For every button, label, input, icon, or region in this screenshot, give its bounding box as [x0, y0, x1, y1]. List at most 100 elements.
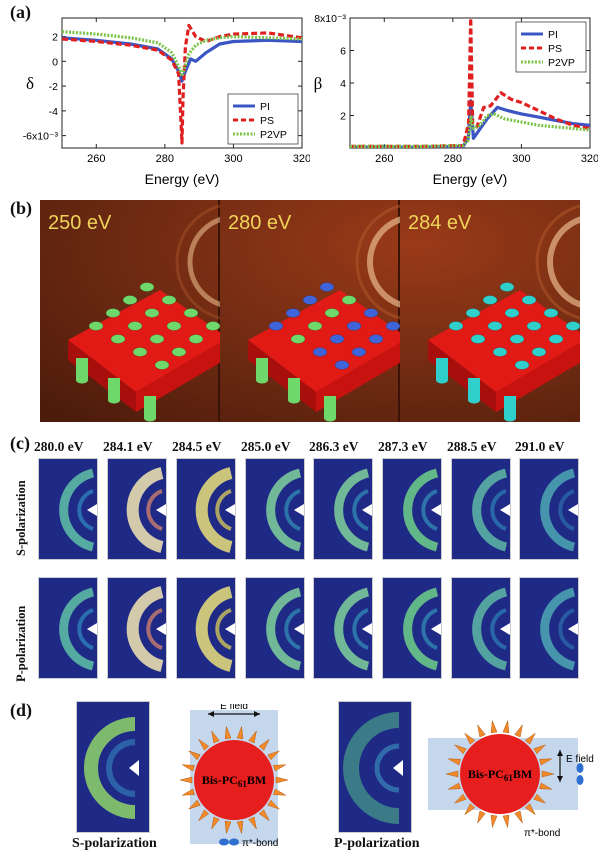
- side-chain: [502, 720, 510, 734]
- s-pattern-7: [519, 458, 579, 560]
- beamstop: [225, 623, 235, 635]
- polymer-matrix-front: [496, 342, 580, 412]
- scattering-inner-ring: [352, 489, 369, 531]
- scattering-ring: [266, 587, 302, 671]
- p-pattern-5: [382, 577, 442, 679]
- pattern-render: [452, 578, 510, 678]
- p-pattern-3: [245, 577, 305, 679]
- s-pattern-6: [451, 458, 511, 560]
- scattering-ring: [195, 467, 233, 553]
- cylinder-domain: [319, 282, 335, 292]
- cylinder-domain: [341, 295, 357, 305]
- side-chain: [273, 764, 286, 772]
- scattering-inner-ring: [146, 608, 163, 650]
- side-chain: [224, 820, 232, 834]
- side-chain: [273, 788, 286, 796]
- side-chain: [448, 758, 461, 766]
- scattering-ring: [540, 587, 576, 671]
- pattern-render: [108, 578, 166, 678]
- pattern-render: [108, 459, 166, 559]
- p-pattern-1: [107, 577, 167, 679]
- beamstop: [362, 504, 372, 516]
- cylinder-pillar: [108, 378, 120, 400]
- scattering-inner-ring: [284, 608, 301, 650]
- cylinder-pillar-base: [436, 376, 448, 384]
- cylinder-domain: [482, 295, 498, 305]
- pattern-render: [520, 578, 578, 678]
- cylinder-domain: [465, 308, 481, 318]
- p-pattern-6: [451, 577, 511, 679]
- y-tick-label: -6x10⁻³: [23, 131, 59, 143]
- cylinder-pillar: [468, 378, 480, 400]
- beamstop: [156, 504, 166, 516]
- legend-label: PI: [548, 29, 558, 41]
- cylinder-domain: [290, 334, 306, 344]
- cylinder-pillar: [436, 358, 448, 380]
- p-polarization-pattern: [338, 701, 412, 833]
- scattering-inner-ring: [490, 608, 507, 650]
- cylinder-domain: [499, 282, 515, 292]
- side-chain: [454, 793, 467, 804]
- cylinder-domain: [161, 295, 177, 305]
- side-chain: [539, 782, 552, 790]
- scattering-inner-ring: [421, 489, 438, 531]
- s-pattern-render: [77, 702, 149, 832]
- x-tick-label: 300: [512, 153, 530, 165]
- scattering-inner-ring: [421, 608, 438, 650]
- side-chain: [258, 809, 270, 822]
- side-chain: [445, 770, 459, 778]
- side-chain: [188, 750, 201, 761]
- pattern-render: [246, 578, 304, 678]
- energy-header-6: 288.5 eV: [447, 439, 497, 454]
- scattering-ring: [126, 586, 164, 672]
- energy-header-5: 287.3 eV: [378, 439, 428, 454]
- cylinder-domain: [470, 334, 486, 344]
- s-polarization-pattern: [76, 701, 150, 833]
- cylinder-domain: [122, 295, 138, 305]
- p-polarization-caption: P-polarization: [334, 836, 420, 851]
- beamstop: [500, 504, 510, 516]
- beamstop: [294, 623, 304, 635]
- side-chain: [211, 730, 220, 744]
- cylinder-domain: [526, 321, 542, 331]
- cylinder-domain: [183, 308, 199, 318]
- cylinder-pillar: [76, 358, 88, 380]
- scattering-inner-ring: [77, 608, 94, 650]
- cylinder-domain: [324, 308, 340, 318]
- pi-orbital-icon: [229, 838, 239, 846]
- energy-label-280: 280 eV: [228, 212, 292, 234]
- pattern-render: [314, 459, 372, 559]
- cylinder-domain: [514, 360, 530, 370]
- cylinder-domain: [504, 308, 520, 318]
- energy-header-2: 284.5 eV: [172, 439, 222, 454]
- scattering-inner-ring: [352, 608, 369, 650]
- efield-arrowhead-left: [208, 711, 214, 717]
- pi-orbital-icon: [576, 775, 584, 785]
- y-tick-label: 4: [340, 78, 346, 90]
- efield-label: E field: [566, 754, 594, 765]
- scattering-inner-ring: [558, 489, 575, 531]
- beamstop: [568, 504, 578, 516]
- scattering-ring: [540, 468, 576, 552]
- polymer-matrix-top: [428, 290, 580, 392]
- energy-label-284: 284 eV: [408, 212, 472, 234]
- cylinder-domain: [188, 334, 204, 344]
- y-tick-label: -4: [49, 106, 58, 118]
- side-chain: [258, 738, 270, 751]
- energy-header-1: 284.1 eV: [103, 439, 153, 454]
- y-tick-label: 8x10⁻³: [314, 13, 346, 25]
- side-chain: [514, 724, 523, 738]
- cylinder-domain: [329, 334, 345, 344]
- efield-arrowhead-right: [254, 711, 260, 717]
- side-chain: [211, 816, 220, 830]
- scattering-inner-ring: [284, 489, 301, 531]
- cylinder-domain: [154, 360, 170, 370]
- x-tick-label: 280: [444, 153, 462, 165]
- energy-label-250: 250 eV: [48, 212, 112, 234]
- cylinder-domain: [144, 308, 160, 318]
- scattering-inner-ring: [77, 489, 94, 531]
- x-tick-label: 280: [156, 153, 174, 165]
- scattering-inner-ring: [146, 489, 163, 531]
- side-chain: [533, 793, 546, 804]
- morphology-280ev: 280 eV: [220, 200, 475, 422]
